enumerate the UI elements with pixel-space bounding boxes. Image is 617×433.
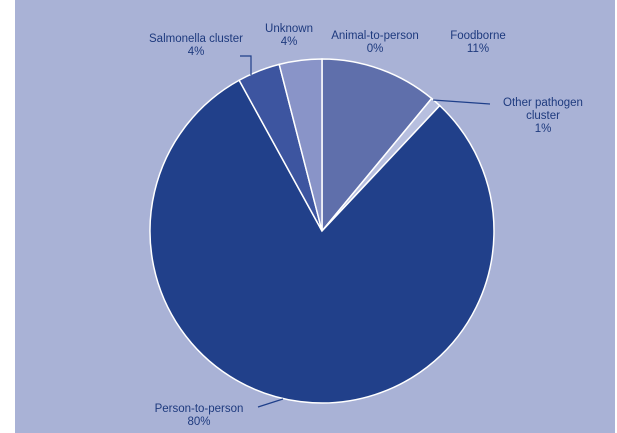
label-line: 80%: [187, 416, 210, 428]
slice-labels: Animal-to-person 0% Foodborne 11% Other path…: [149, 23, 583, 428]
label-unknown: Unknown 4%: [265, 23, 313, 48]
label-line: Foodborne: [450, 30, 506, 42]
leader-line-salmonella-cluster: [240, 55, 252, 75]
label-line: Unknown: [265, 23, 313, 35]
label-foodborne: Foodborne 11%: [450, 30, 506, 55]
pie-slice-unknown: [278, 58, 323, 232]
label-person-to-person: Person-to-person 80%: [155, 403, 244, 428]
label-line: Person-to-person: [155, 403, 244, 415]
label-animal-to-person: Animal-to-person 0%: [331, 30, 419, 55]
label-other-pathogen-cluster: Other pathogen cluster 1%: [503, 97, 583, 135]
label-line: Other pathogen: [503, 97, 583, 109]
label-line: Animal-to-person: [331, 30, 419, 42]
label-line: cluster: [526, 110, 560, 122]
label-salmonella-cluster: Salmonella cluster 4%: [149, 33, 243, 58]
leader-lines: [240, 55, 491, 408]
leader-line-person-to-person: [257, 398, 284, 408]
pie-slices: [149, 58, 495, 404]
pie-slice-person-to-person: [149, 79, 495, 404]
leader-line-other-pathogen-cluster: [432, 99, 491, 105]
label-line: Salmonella cluster: [149, 33, 243, 45]
label-line: 11%: [467, 43, 489, 55]
label-line: 1%: [535, 123, 552, 135]
pie-slice-foodborne: [321, 58, 433, 234]
label-line: 4%: [188, 46, 205, 58]
label-line: 0%: [367, 43, 384, 55]
label-line: 4%: [281, 36, 298, 48]
